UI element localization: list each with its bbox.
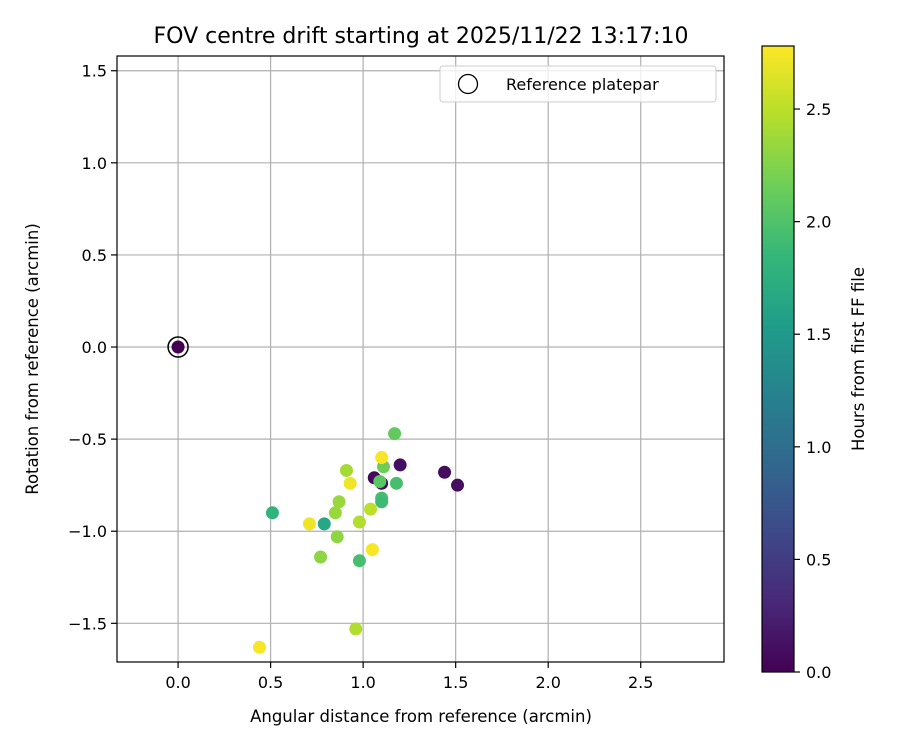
grid-lines — [117, 56, 724, 662]
scatter-point — [171, 340, 185, 354]
legend-marker-reference — [457, 73, 479, 95]
scatter-point — [388, 427, 402, 441]
scatter-point — [349, 622, 363, 636]
scatter-point — [393, 458, 407, 472]
y-axis-label: Rotation from reference (arcmin) — [23, 223, 42, 495]
colorbar-ticks: 0.0 0.5 1.0 1.5 2.0 2.5 — [794, 100, 831, 682]
x-tick-label: 1.5 — [443, 673, 468, 692]
x-axis-label: Angular distance from reference (arcmin) — [250, 707, 592, 726]
scatter-point — [343, 476, 357, 490]
colorbar: 0.0 0.5 1.0 1.5 2.0 2.5 Hours from first FF f… — [761, 45, 868, 682]
legend: Reference platepar — [439, 65, 717, 103]
x-axis-ticks: 0.0 0.5 1.0 1.5 2.0 2.5 — [165, 662, 653, 692]
scatter-point — [451, 478, 465, 492]
plot-frame — [116, 55, 725, 663]
colorbar-tick-label: 0.5 — [806, 550, 831, 569]
y-tick-label: −0.5 — [68, 430, 107, 449]
chart-title: FOV centre drift starting at 2025/11/22 … — [154, 24, 689, 49]
colorbar-tick-label: 0.0 — [806, 663, 831, 682]
y-tick-label: 0.0 — [82, 338, 107, 357]
colorbar-tick-label: 2.5 — [806, 100, 831, 119]
x-tick-label: 0.5 — [258, 673, 283, 692]
scatter-point — [375, 451, 389, 465]
colorbar-frame — [761, 45, 795, 673]
y-tick-label: 1.0 — [82, 154, 107, 173]
y-tick-label: −1.0 — [68, 522, 107, 541]
x-tick-label: 2.5 — [628, 673, 653, 692]
data-points — [167, 336, 465, 654]
scatter-point — [252, 640, 266, 654]
plot-background — [117, 56, 724, 662]
y-tick-label: −1.5 — [68, 614, 107, 633]
scatter-point — [365, 543, 379, 557]
scatter-point — [328, 506, 342, 520]
reference-platepar-marker — [167, 336, 189, 358]
scatter-point — [389, 476, 403, 490]
legend-box — [439, 65, 717, 103]
colorbar-gradient — [762, 46, 794, 672]
scatter-point — [352, 554, 366, 568]
legend-entry-reference: Reference platepar — [506, 75, 659, 94]
y-tick-label: 1.5 — [82, 62, 107, 81]
scatter-point — [332, 495, 346, 509]
colorbar-tick-label: 1.0 — [806, 438, 831, 457]
scatter-point — [339, 463, 353, 477]
x-tick-label: 0.0 — [165, 673, 190, 692]
plot-area: 0.0 0.5 1.0 1.5 2.0 2.5 −1.5 −1.0 −0.5 0.0 0.5 1.0… — [68, 55, 725, 692]
scatter-point — [375, 495, 389, 509]
y-tick-label: 0.5 — [82, 246, 107, 265]
scatter-point — [317, 517, 331, 531]
scatter-point — [302, 517, 316, 531]
x-tick-label: 1.0 — [350, 673, 375, 692]
colorbar-label: Hours from first FF file — [849, 267, 868, 451]
scatter-point — [330, 530, 344, 544]
y-axis-ticks: −1.5 −1.0 −0.5 0.0 0.5 1.0 1.5 — [68, 62, 117, 633]
scatter-point — [373, 474, 387, 488]
scatter-point — [364, 502, 378, 516]
scatter-point — [314, 550, 328, 564]
scatter-point — [265, 506, 279, 520]
scatter-point — [352, 515, 366, 529]
x-tick-label: 2.0 — [535, 673, 560, 692]
colorbar-tick-label: 1.5 — [806, 325, 831, 344]
scatter-point — [438, 465, 452, 479]
colorbar-tick-label: 2.0 — [806, 213, 831, 232]
